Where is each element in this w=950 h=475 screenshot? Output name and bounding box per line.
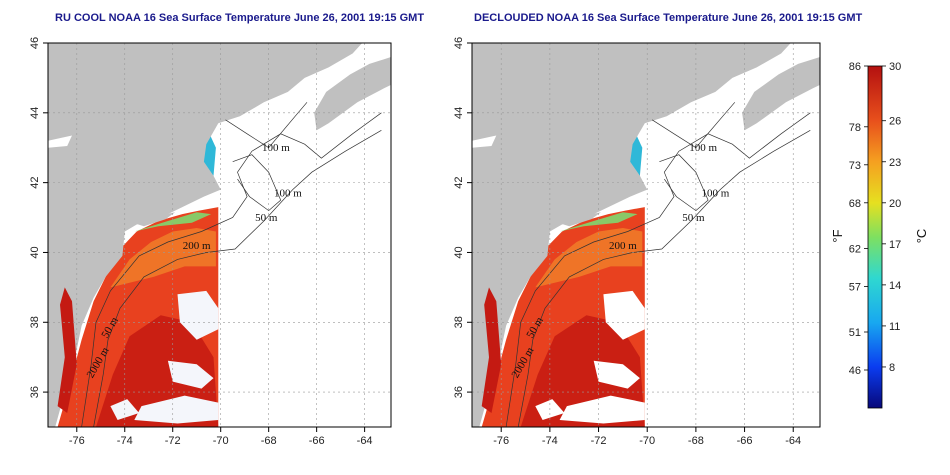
temperature-colorbar: 86 78 73 68 62 57 51 46 30 26 23 20 17 14 11 8 °F °C — [830, 61, 929, 409]
y-tick-label: 42 — [453, 177, 465, 189]
contour-label: 100 m — [701, 188, 729, 200]
x-tick-label: -76 — [493, 435, 509, 447]
f-tick-label: 51 — [849, 327, 861, 339]
cloud-patch-1 — [134, 395, 219, 424]
cloud-patch-2 — [593, 360, 640, 389]
contour-label: 200 m — [609, 240, 637, 252]
x-tick-label: -76 — [69, 435, 85, 447]
chesapeake-bay — [57, 287, 77, 413]
y-tick-label: 40 — [453, 246, 465, 258]
c-tick-label: 8 — [889, 362, 895, 374]
x-tick-label: -74 — [117, 435, 133, 447]
land-nova-scotia — [742, 57, 820, 131]
f-tick-label: 62 — [849, 243, 861, 255]
contour-label: 100 m — [262, 142, 290, 154]
chesapeake-bay — [481, 287, 502, 413]
y-tick-label: 40 — [29, 246, 41, 258]
contour-label: 50 m — [682, 212, 705, 224]
y-tick-label: 38 — [29, 316, 41, 328]
map-title-left: RU COOL NOAA 16 Sea Surface Temperature … — [55, 12, 425, 24]
f-tick-label: 78 — [849, 122, 861, 134]
land-nova-scotia — [314, 57, 391, 131]
y-tick-label: 44 — [29, 107, 41, 119]
cloud-patch-1 — [559, 395, 645, 424]
sst-sound — [134, 212, 212, 232]
map-title-right: DECLOUDED NOAA 16 Sea Surface Temperatur… — [474, 12, 863, 24]
c-tick-label: 14 — [889, 280, 901, 292]
sst-shelf-front — [110, 228, 216, 288]
f-tick-label: 46 — [849, 365, 861, 377]
celsius-label: °C — [914, 229, 929, 244]
x-tick-label: -64 — [785, 435, 801, 447]
bathymetry-contour-2 — [232, 154, 282, 212]
x-tick-label: -68 — [261, 435, 277, 447]
y-tick-label: 46 — [29, 37, 41, 49]
x-tick-label: -68 — [688, 435, 704, 447]
f-tick-label: 57 — [849, 281, 861, 293]
y-tick-label: 42 — [29, 177, 41, 189]
contour-label: 50 m — [255, 212, 278, 224]
y-tick-label: 36 — [453, 386, 465, 398]
y-tick-label: 46 — [453, 37, 465, 49]
cloud-patch-0 — [177, 290, 219, 340]
y-tick-label: 36 — [29, 386, 41, 398]
contour-label: 200 m — [183, 240, 211, 252]
x-tick-label: -66 — [309, 435, 325, 447]
contour-label: 100 m — [274, 188, 302, 200]
bathymetry-contour-3 — [225, 102, 308, 149]
bathymetry-contour-3 — [651, 102, 736, 149]
bathymetry-contour-2 — [659, 154, 709, 212]
bathymetry-contour-1 — [81, 112, 382, 428]
sst-shelf-front — [535, 228, 643, 288]
f-tick-label: 73 — [849, 160, 861, 172]
lake-area — [48, 135, 72, 148]
land-long-island — [552, 212, 601, 227]
colorbar-gradient — [867, 65, 883, 409]
f-tick-label: 86 — [849, 61, 861, 73]
y-tick-label: 44 — [453, 107, 465, 119]
c-tick-label: 11 — [889, 321, 900, 333]
c-tick-label: 30 — [889, 61, 901, 73]
cloud-patch-2 — [167, 360, 214, 389]
bathymetry-contour-1 — [505, 112, 811, 428]
x-tick-label: -66 — [737, 435, 753, 447]
y-tick-label: 38 — [453, 316, 465, 328]
x-tick-label: -72 — [591, 435, 607, 447]
x-tick-label: -64 — [357, 435, 373, 447]
sst-sound — [559, 212, 638, 232]
bathymetry-contour-0 — [93, 129, 382, 428]
land-mainland — [48, 43, 363, 427]
x-tick-label: -70 — [639, 435, 655, 447]
c-tick-label: 20 — [889, 198, 901, 210]
c-tick-label: 23 — [889, 157, 901, 169]
x-tick-label: -72 — [165, 435, 181, 447]
f-tick-label: 68 — [849, 198, 861, 210]
cloud-patch-0 — [603, 290, 645, 340]
x-tick-label: -74 — [542, 435, 558, 447]
c-tick-label: 17 — [889, 239, 901, 251]
lake-area — [472, 135, 497, 148]
x-tick-label: -70 — [213, 435, 229, 447]
fahrenheit-label: °F — [830, 229, 845, 242]
contour-label: 100 m — [689, 142, 717, 154]
c-tick-label: 26 — [889, 116, 901, 128]
land-long-island — [127, 212, 176, 227]
land-mainland — [472, 43, 791, 427]
